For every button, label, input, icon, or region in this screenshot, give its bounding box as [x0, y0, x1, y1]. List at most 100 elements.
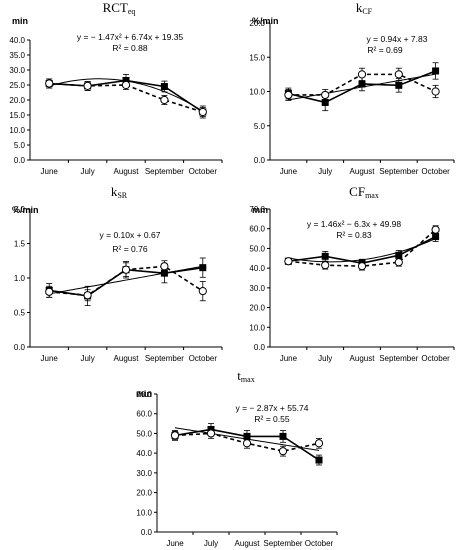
- chart-title: CFmax: [349, 184, 379, 200]
- data-point-square: [321, 98, 329, 106]
- x-tick-label: August: [350, 167, 376, 176]
- y-tick-label: 15.0: [9, 111, 25, 120]
- data-point-circle: [160, 95, 169, 105]
- data-point-square: [122, 77, 130, 84]
- y-tick-label: 0.5: [14, 309, 26, 318]
- data-point-circle: [394, 70, 403, 79]
- y-tick-label: 20.0: [249, 19, 265, 28]
- data-point-circle: [431, 87, 440, 96]
- chart-title-main: k: [356, 0, 363, 15]
- y-tick-label: 35.0: [9, 51, 25, 60]
- data-point-circle: [206, 429, 216, 438]
- y-tick-label: 20.0: [136, 489, 152, 498]
- x-tick-label: June: [280, 354, 298, 363]
- trend-equation: y = 1.46x² − 6.3x + 49.98: [307, 219, 402, 229]
- y-axis-unit: %/min: [12, 205, 39, 215]
- data-point-square: [315, 456, 323, 464]
- data-point-circle: [83, 291, 92, 300]
- trend-r-squared: R² = 0.69: [367, 45, 402, 55]
- y-tick-label: 15.0: [249, 53, 265, 62]
- y-tick-label: 10.0: [9, 126, 25, 135]
- chart-panel-4: CFmax mm 0.0 10.0 20.0 30.0 40.0 50.0 60.0 70.0 Ju…: [249, 184, 455, 363]
- y-tick-label: 40.0: [136, 449, 152, 458]
- chart-title-subscript: max: [365, 191, 379, 200]
- y-tick-label: 0.0: [254, 156, 266, 165]
- data-point-square: [358, 80, 366, 88]
- x-tick-label: September: [379, 167, 418, 176]
- y-tick-label: 10.0: [249, 323, 265, 332]
- trend-r-squared: R² = 0.88: [112, 43, 147, 53]
- chart-title-subscript: max: [241, 375, 255, 384]
- trend-r-squared: R² = 0.83: [336, 230, 371, 240]
- data-point-square: [321, 252, 329, 260]
- y-tick-label: 70.0: [249, 205, 265, 214]
- y-axis-unit: min: [136, 389, 152, 399]
- x-tick-label: September: [145, 167, 184, 176]
- data-point-circle: [83, 81, 92, 91]
- y-tick-label: 1.0: [14, 274, 26, 283]
- x-tick-label: August: [114, 354, 140, 363]
- chart-title-subscript: SR: [117, 191, 127, 200]
- trend-equation: y = 0.10x + 0.67: [100, 230, 161, 240]
- data-point-circle: [278, 447, 288, 456]
- y-tick-label: 25.0: [9, 81, 25, 90]
- data-point-circle: [242, 439, 252, 448]
- x-tick-label: July: [204, 539, 218, 548]
- data-point-circle: [284, 90, 293, 100]
- y-axis-unit: %/min: [252, 16, 279, 26]
- y-tick-label: 10.0: [136, 508, 152, 517]
- data-point-circle: [321, 261, 330, 270]
- data-point-square: [160, 83, 168, 90]
- data-point-circle: [357, 262, 367, 271]
- x-tick-label: June: [166, 539, 184, 548]
- chart-panel-5: tmax min 0.0 10.0 20.0 30.0 40.0 50.0 60.0 70.0 Ju…: [136, 368, 338, 548]
- x-tick-label: August: [350, 354, 376, 363]
- x-tick-label: June: [41, 167, 59, 176]
- y-tick-label: 0.0: [254, 343, 266, 352]
- x-tick-label: September: [145, 354, 184, 363]
- data-point-circle: [321, 90, 330, 100]
- chart-panel-1: RCTeq min 0.0 5.0 10.0 15.0 20.0 25.0 30.0 35.0 40…: [9, 0, 223, 176]
- y-tick-label: 0.0: [14, 343, 26, 352]
- x-tick-label: October: [421, 167, 450, 176]
- chart-title: kSR: [111, 184, 128, 200]
- y-tick-label: 30.0: [9, 66, 25, 75]
- chart-panel-2: kCF %/min 0.0 5.0 10.0 15.0 20.0 June July August…: [249, 0, 455, 176]
- data-point-circle: [357, 70, 367, 79]
- chart-title-subscript: eq: [128, 7, 136, 16]
- y-tick-label: 40.0: [9, 36, 25, 45]
- y-tick-label: 5.0: [254, 122, 266, 131]
- x-tick-label: October: [189, 354, 218, 363]
- data-point-circle: [394, 258, 403, 267]
- x-tick-label: June: [280, 167, 298, 176]
- y-tick-label: 0.0: [14, 156, 26, 165]
- y-tick-label: 20.0: [249, 304, 265, 313]
- y-tick-label: 70.0: [136, 390, 152, 399]
- y-axis-unit: mm: [252, 205, 268, 215]
- y-tick-label: 60.0: [136, 410, 152, 419]
- chart-title-main: t: [237, 368, 241, 383]
- data-point-square: [160, 269, 168, 277]
- chart-title: kCF: [356, 0, 373, 16]
- x-tick-label: October: [189, 167, 218, 176]
- data-point-circle: [198, 107, 207, 117]
- trend-r-squared: R² = 0.55: [254, 414, 289, 424]
- data-point-square: [432, 67, 440, 75]
- data-point-square: [243, 432, 251, 440]
- x-tick-label: September: [379, 354, 418, 363]
- chart-panel-3: kSR %/min 0.0 0.5 1.0 1.5 2.0 June July August Sep…: [12, 184, 223, 363]
- x-tick-label: July: [80, 354, 94, 363]
- y-tick-label: 20.0: [9, 96, 25, 105]
- chart-title-main: RCT: [103, 0, 128, 15]
- y-tick-label: 40.0: [249, 264, 265, 273]
- y-tick-label: 0.0: [141, 528, 153, 537]
- trend-equation: y = − 1.47x² + 6.74x + 19.35: [77, 32, 184, 42]
- data-point-circle: [170, 431, 180, 440]
- x-tick-label: October: [305, 539, 334, 548]
- data-point-circle: [284, 257, 293, 266]
- trend-equation: y = − 2.87x + 55.74: [235, 403, 308, 413]
- trend-r-squared: R² = 0.76: [112, 244, 147, 254]
- chart-title: RCTeq: [103, 0, 136, 16]
- data-point-circle: [121, 265, 131, 274]
- x-tick-label: June: [41, 354, 59, 363]
